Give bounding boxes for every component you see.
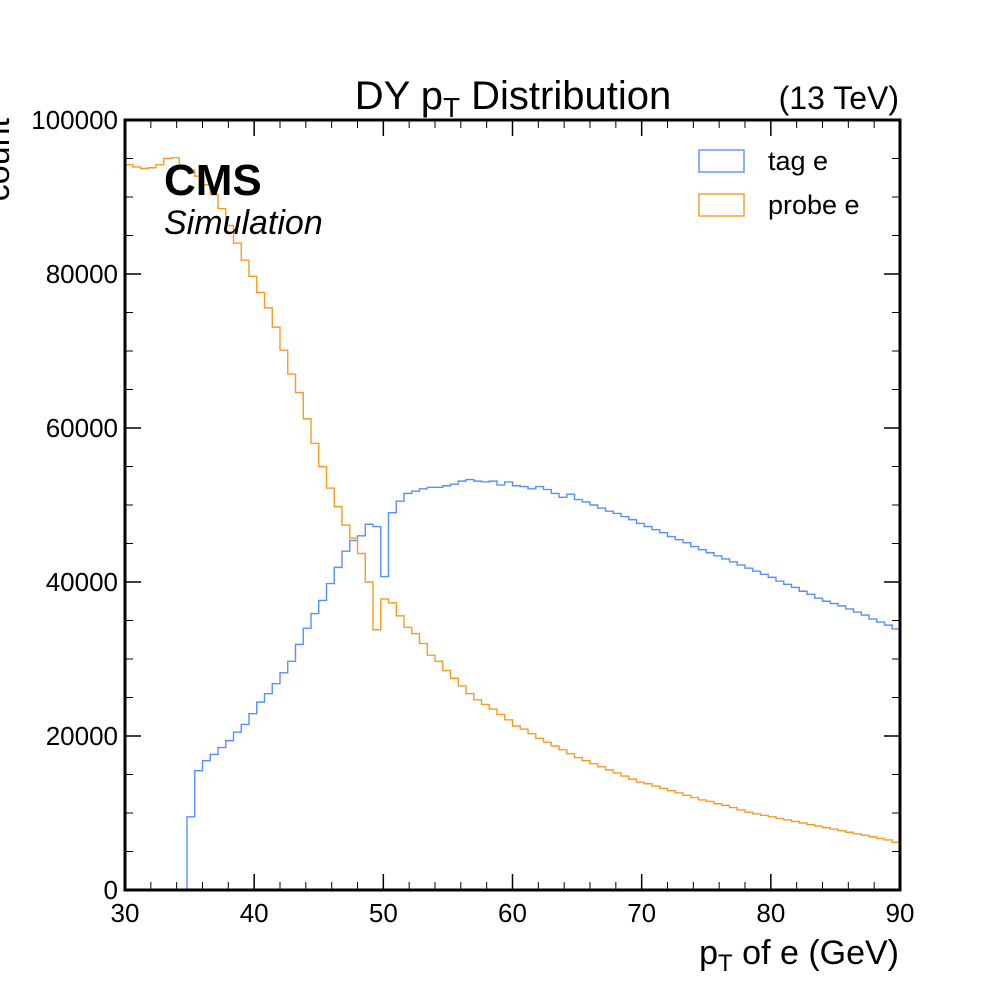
y-tick-label-2: 40000: [46, 567, 118, 597]
y-tick-label-0: 0: [104, 875, 118, 905]
x-tick-label-3: 60: [498, 898, 527, 928]
legend-swatch-0: [698, 149, 745, 173]
series-line-0: [125, 478, 900, 890]
x-tick-label-0: 30: [111, 898, 140, 928]
x-axis-label-rest: of e (GeV): [733, 934, 899, 972]
x-tick-label-1: 40: [240, 898, 269, 928]
chart-title-base: DY p: [355, 74, 443, 118]
x-axis-label-base: p: [699, 934, 718, 972]
x-tick-label-4: 70: [627, 898, 656, 928]
y-axis-label: count: [0, 117, 17, 201]
x-axis-label-subscript: T: [718, 950, 733, 977]
chart-title-subscript: T: [443, 92, 460, 123]
y-tick-label-1: 20000: [46, 721, 118, 751]
experiment-label: CMS: [164, 156, 262, 205]
legend-label-1: probe e: [768, 190, 860, 220]
x-tick-label-2: 50: [369, 898, 398, 928]
legend-label-0: tag e: [768, 146, 828, 176]
x-tick-label-5: 80: [756, 898, 785, 928]
chart-title-rest: Distribution: [460, 74, 671, 118]
legend-swatch-1: [698, 193, 745, 217]
y-tick-label-3: 60000: [46, 413, 118, 443]
plot-frame: [123, 118, 902, 892]
chart-title: DY pT Distribution: [355, 74, 672, 123]
experiment-tag: Simulation: [164, 204, 323, 242]
x-axis-label: pT of e (GeV): [699, 934, 899, 977]
legend: tag e probe e: [698, 146, 860, 220]
x-tick-label-6: 90: [886, 898, 915, 928]
y-tick-label-5: 100000: [31, 105, 118, 135]
series-layer: [125, 157, 900, 890]
energy-label: (13 TeV): [779, 80, 899, 116]
y-tick-label-4: 80000: [46, 259, 118, 289]
series-line-1: [125, 157, 900, 843]
